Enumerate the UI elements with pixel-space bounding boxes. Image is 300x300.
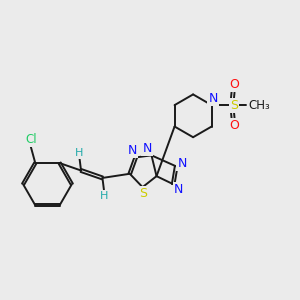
Text: N: N: [208, 92, 218, 105]
Text: O: O: [230, 119, 239, 132]
Text: N: N: [174, 183, 183, 196]
Text: H: H: [100, 191, 108, 201]
Text: CH₃: CH₃: [248, 99, 270, 112]
Text: O: O: [230, 78, 239, 91]
Text: Cl: Cl: [25, 134, 37, 146]
Text: N: N: [128, 144, 137, 158]
Text: H: H: [75, 148, 84, 158]
Text: N: N: [142, 142, 152, 155]
Text: N: N: [177, 158, 187, 170]
Text: Cl: Cl: [25, 134, 37, 146]
Text: S: S: [230, 99, 238, 112]
Text: S: S: [139, 187, 147, 200]
